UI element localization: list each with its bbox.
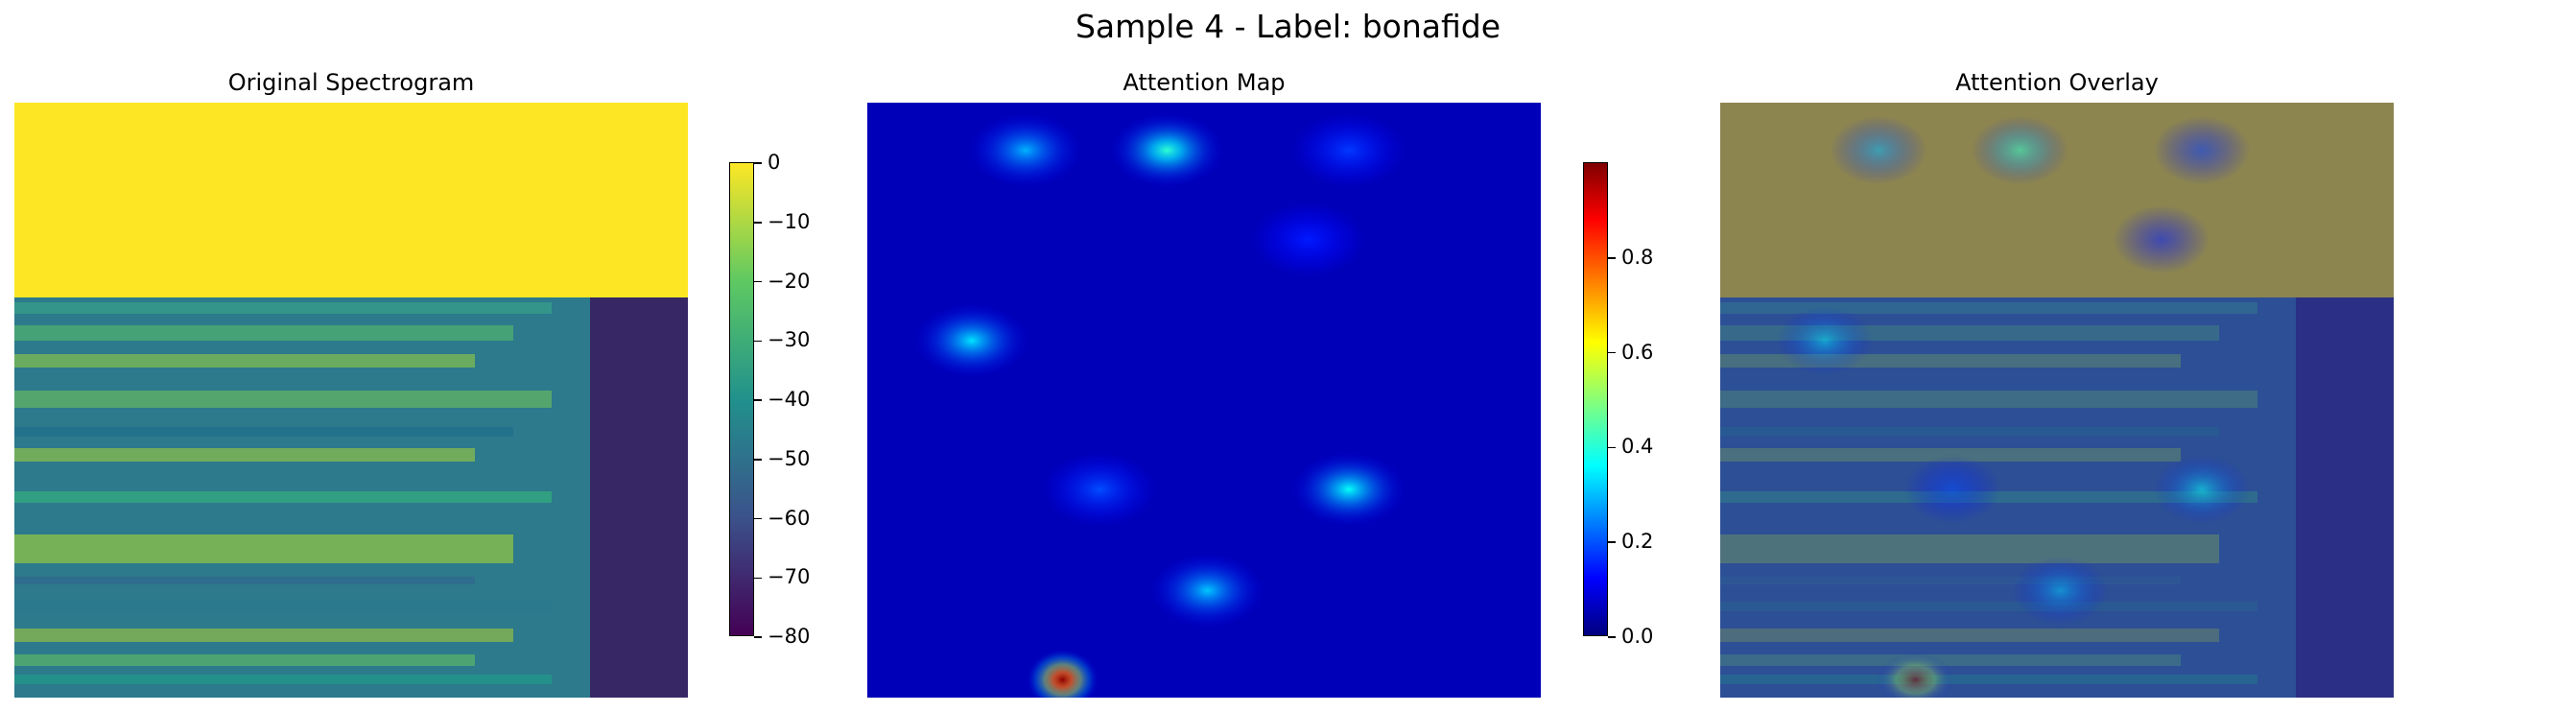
spectrogram-band [14, 675, 552, 684]
colorbar-tick-label: −50 [754, 448, 810, 469]
colorbar-tick-label: −30 [754, 330, 810, 350]
panel-title-attention-overlay: Attention Overlay [1955, 69, 2159, 96]
colorbar-tick-label: 0.6 [1608, 342, 1653, 363]
spectrogram-band [14, 491, 552, 503]
spectrogram-band [14, 448, 475, 462]
figure-title: Sample 4 - Label: bonafide [1075, 8, 1501, 45]
spectrogram-band [14, 391, 552, 408]
overlay-attention-peak [1903, 455, 2001, 524]
colorbar-tick-label: 0 [754, 153, 780, 173]
overlay-attention-peak [1830, 115, 1927, 185]
spectrogram-band [14, 325, 513, 341]
overlay-attention-peak [2012, 556, 2109, 626]
colorbar-tick-label: 0.4 [1608, 437, 1653, 457]
spectrogram-band [14, 354, 475, 368]
attention-peak [968, 112, 1083, 188]
overlay-band [1720, 629, 2219, 642]
overlay-band [1720, 675, 2257, 684]
colorbar-tick-label: −40 [754, 390, 810, 410]
attention-peak [1149, 553, 1265, 629]
spectrogram-band [14, 302, 552, 314]
colorbar-tick-label: 0.2 [1608, 532, 1653, 552]
attention-peak [1042, 451, 1157, 528]
colorbar-spectrogram-ticks: 0 −10 −20 −30 −40 −50 −60 −70 −80 [754, 153, 840, 647]
attention-peak [1251, 202, 1366, 277]
spectrogram-image [14, 103, 688, 698]
overlay-attention-peak [1776, 306, 1874, 375]
attention-peak [1291, 112, 1406, 188]
overlay-dark-region [2296, 297, 2394, 698]
attention-peak [1291, 451, 1406, 528]
panel-title-attention-map: Attention Map [1123, 69, 1286, 96]
overlay-band [1720, 427, 2219, 437]
colorbar-tick-label: −70 [754, 567, 810, 587]
colorbar-tick-label: −10 [754, 211, 810, 232]
overlay-band [1720, 654, 2181, 666]
overlay-band [1720, 448, 2181, 462]
colorbar-tick-label: 0.0 [1608, 627, 1653, 647]
overlay-band [1720, 577, 2181, 584]
spectrogram-band [14, 654, 475, 666]
colorbar-attention [1583, 162, 1608, 636]
colorbar-spectrogram [729, 162, 754, 636]
overlay-attention-peak [2153, 455, 2251, 524]
overlay-attention-peak [1971, 115, 2068, 185]
overlay-band [1720, 391, 2257, 408]
attention-peak [1026, 649, 1099, 698]
overlay-band [1720, 534, 2219, 563]
overlay-attention-peak [2153, 115, 2251, 185]
colorbar-tick-label: −20 [754, 271, 810, 292]
colorbar-tick-label: −80 [754, 627, 810, 647]
attention-overlay-image [1720, 103, 2394, 698]
spectrogram-band [14, 534, 513, 563]
spectrogram-top-band [14, 103, 688, 297]
panel-title-spectrogram: Original Spectrogram [227, 69, 475, 96]
spectrogram-band [14, 577, 475, 584]
overlay-band [1720, 602, 2257, 611]
attention-map-image [867, 103, 1541, 698]
colorbar-tick-label: 0.8 [1608, 247, 1653, 268]
attention-peak [914, 302, 1029, 379]
spectrogram-band [14, 602, 552, 611]
spectrogram-band [14, 629, 513, 642]
overlay-band [1720, 302, 2257, 314]
colorbar-tick-label: −60 [754, 508, 810, 529]
attention-peak [1109, 112, 1225, 188]
spectrogram-band [14, 427, 513, 437]
colorbar-attention-ticks: 0.0 0.2 0.4 0.6 0.8 [1608, 162, 1694, 647]
overlay-attention-peak [2113, 204, 2210, 274]
overlay-attention-peak [1876, 652, 1955, 698]
